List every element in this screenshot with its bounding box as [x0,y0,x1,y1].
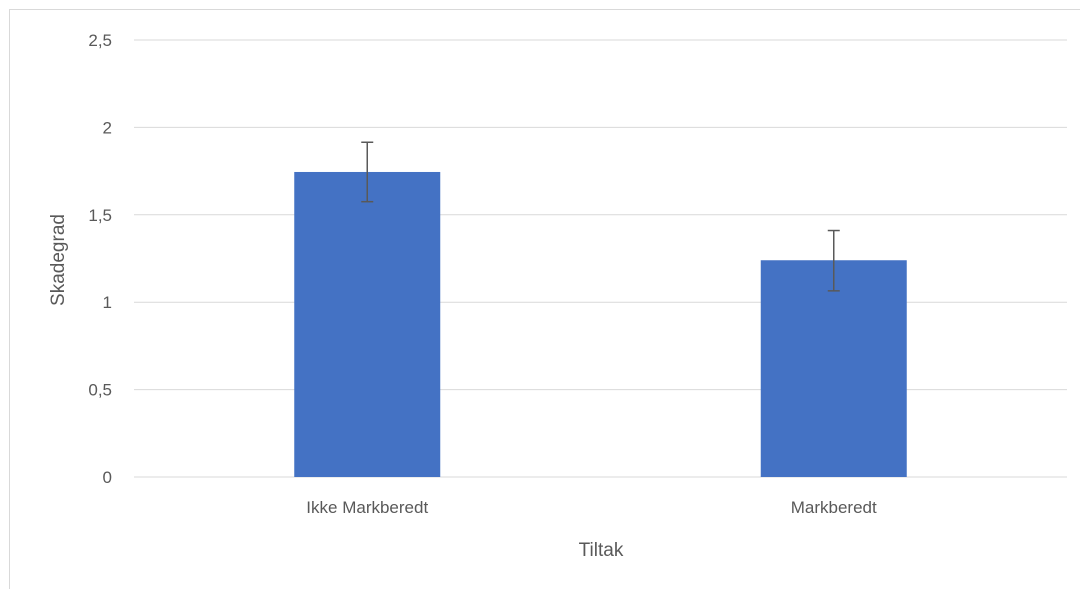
y-axis-title: Skadegrad [48,214,69,306]
y-tick-label: 2 [103,118,112,137]
y-tick-label: 0,5 [88,381,112,400]
y-tick-label: 0 [103,468,112,487]
bars [294,171,907,477]
error-bar [827,229,840,292]
y-tick-label: 2,5 [88,31,112,50]
bar [760,260,907,477]
x-tick-label: Markberedt [791,498,877,517]
gridlines [134,39,1067,478]
error-bar [361,141,374,203]
x-axis-title: Tiltak [579,540,624,561]
y-axis-ticks: 0 0,5 1 1,5 2 2,5 [88,31,112,487]
bar [294,171,441,477]
x-tick-label: Ikke Markberedt [306,498,428,517]
y-tick-label: 1 [103,293,112,312]
error-bars [361,141,840,292]
x-axis-ticks: Ikke Markberedt Markberedt [306,498,877,517]
y-tick-label: 1,5 [88,206,112,225]
